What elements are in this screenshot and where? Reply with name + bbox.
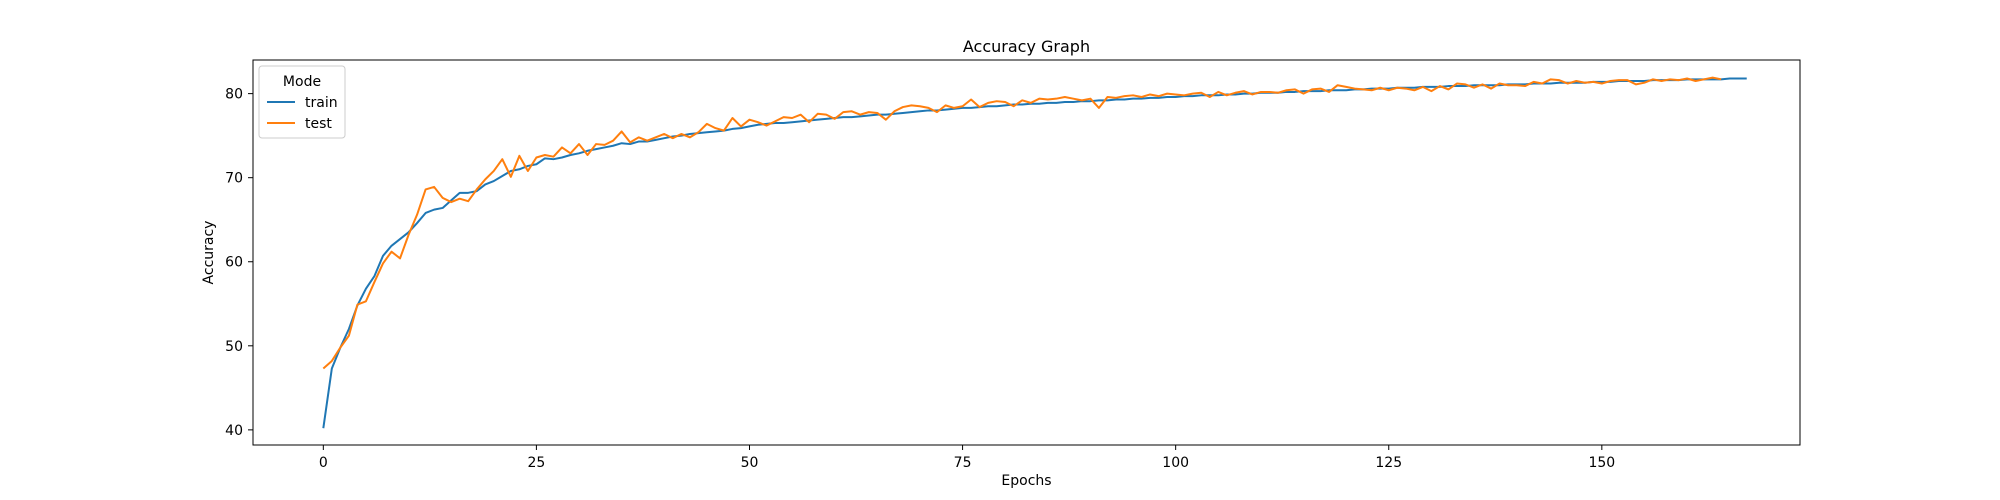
y-tick-label: 50 bbox=[225, 339, 243, 355]
axes-frame bbox=[252, 59, 1801, 446]
x-tick-label: 75 bbox=[954, 455, 972, 471]
y-axis-label: Accuracy bbox=[201, 221, 217, 285]
x-axis: 0 25 50 75 100 125 150 bbox=[319, 445, 1615, 471]
legend-title: Mode bbox=[283, 74, 321, 90]
y-tick-label: 80 bbox=[225, 87, 243, 103]
legend-label-test: test bbox=[305, 116, 332, 132]
x-axis-label: Epochs bbox=[1001, 473, 1051, 489]
chart-title: Accuracy Graph bbox=[963, 37, 1090, 56]
x-tick-label: 0 bbox=[319, 455, 328, 471]
x-tick-label: 50 bbox=[741, 455, 759, 471]
x-tick-label: 125 bbox=[1375, 455, 1402, 471]
series-line-test bbox=[322, 76, 1722, 370]
x-tick-label: 25 bbox=[527, 455, 545, 471]
x-tick-label: 100 bbox=[1162, 455, 1189, 471]
plot-area bbox=[322, 76, 1747, 429]
legend-box bbox=[258, 65, 346, 139]
legend-label-train: train bbox=[305, 95, 338, 111]
legend: Mode train test bbox=[258, 65, 346, 139]
y-tick-label: 60 bbox=[225, 255, 243, 271]
y-tick-label: 70 bbox=[225, 171, 243, 187]
x-tick-label: 150 bbox=[1588, 455, 1615, 471]
y-axis: 40 50 60 70 80 bbox=[225, 87, 253, 439]
legend-entries: train test bbox=[267, 95, 338, 132]
y-tick-label: 40 bbox=[225, 423, 243, 439]
